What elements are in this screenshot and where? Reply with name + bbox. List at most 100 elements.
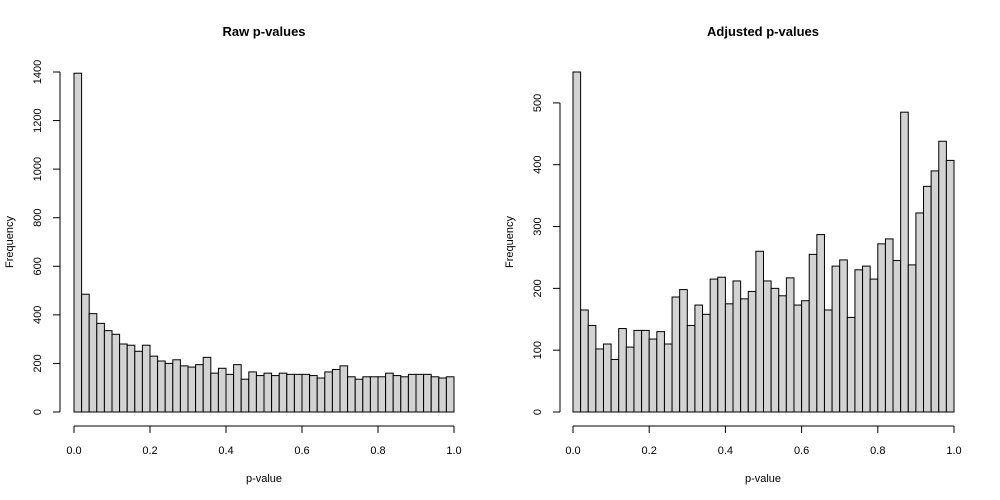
histogram-bar xyxy=(240,378,250,413)
histogram-bar xyxy=(217,367,227,413)
histogram-bar xyxy=(96,322,105,413)
y-tick-label: 800 xyxy=(32,209,44,227)
histogram-bar xyxy=(377,376,387,413)
histogram-bar xyxy=(362,376,371,413)
adjusted-pvalues-panel: Adjusted p-values p-value Frequency 0.0 0… xyxy=(504,24,962,485)
x-tick-label: 1.0 xyxy=(446,445,461,457)
histogram-bar xyxy=(862,265,871,413)
histogram-bar xyxy=(210,372,219,413)
histogram-bar xyxy=(324,371,333,413)
x-tick-label: 0.2 xyxy=(642,445,657,457)
histogram-bar xyxy=(641,329,650,413)
histogram-bar xyxy=(172,359,181,413)
histogram-bar xyxy=(88,313,98,413)
histogram-bar xyxy=(248,371,257,413)
histogram-bar xyxy=(648,338,658,413)
histogram-bar xyxy=(930,170,940,413)
x-tick-label: 0.6 xyxy=(794,445,809,457)
histogram-bar xyxy=(278,372,288,413)
histogram-bar xyxy=(945,159,955,413)
histogram-bar xyxy=(770,287,780,413)
histogram-bar xyxy=(339,365,349,413)
histogram-bar xyxy=(900,111,909,413)
histogram-bar xyxy=(633,329,643,413)
histogram-bar xyxy=(679,289,688,413)
histogram-bar xyxy=(263,372,273,413)
histogram-bar xyxy=(694,304,704,413)
histogram-bar xyxy=(225,373,235,413)
histogram-bar xyxy=(438,377,447,413)
histogram-bar xyxy=(877,243,886,413)
histogram-bar xyxy=(702,313,711,413)
histogram-bar xyxy=(73,72,83,413)
histogram-bar xyxy=(938,140,947,413)
y-tick-label: 400 xyxy=(32,306,44,324)
histogram-bar xyxy=(778,295,787,413)
histogram-bar xyxy=(923,185,932,413)
histogram-bar xyxy=(839,259,848,413)
histogram-bar xyxy=(164,362,174,413)
histogram-bar xyxy=(686,324,696,413)
x-tick-label: 0.8 xyxy=(870,445,885,457)
histogram-bar xyxy=(625,346,635,413)
y-tick-label: 500 xyxy=(532,94,544,112)
y-tick-label: 0 xyxy=(32,409,44,415)
histogram-bar xyxy=(869,278,879,413)
bars-adjusted xyxy=(572,71,955,413)
y-axis-label-adjusted: Frequency xyxy=(504,216,516,268)
histogram-bar xyxy=(187,366,197,413)
histogram-bar xyxy=(580,309,589,413)
histogram-bar xyxy=(301,373,311,413)
histogram-bar xyxy=(732,280,742,413)
x-tick-label: 0.4 xyxy=(718,445,733,457)
y-tick-label: 300 xyxy=(532,217,544,235)
x-tick-label: 1.0 xyxy=(946,445,961,457)
histogram-bar xyxy=(823,309,833,413)
histogram-bar xyxy=(347,376,356,413)
histogram-bar xyxy=(430,376,440,413)
histogram-bar xyxy=(103,330,113,413)
x-axis-adjusted: 0.0 0.2 0.4 0.6 0.8 1.0 xyxy=(565,425,962,457)
histogram-bar xyxy=(740,298,749,413)
histogram-bar xyxy=(656,331,665,413)
histogram-bar xyxy=(747,290,757,413)
y-tick-label: 1200 xyxy=(32,108,44,132)
histogram-bar xyxy=(195,364,204,413)
histogram-bar xyxy=(602,343,612,413)
histogram-bar xyxy=(724,303,734,413)
histogram-bar xyxy=(854,269,864,413)
y-tick-label: 0 xyxy=(532,409,544,415)
histogram-bar xyxy=(663,343,673,413)
histogram-bar xyxy=(816,234,825,413)
histogram-bar xyxy=(149,355,159,413)
histogram-bar xyxy=(892,260,902,413)
histogram-bar xyxy=(157,360,166,413)
raw-pvalues-panel: Raw p-values p-value Frequency 0.0 0.2 0.4… xyxy=(4,24,462,485)
histogram-bar xyxy=(369,376,379,413)
histogram-bar xyxy=(293,373,303,413)
y-axis-adjusted: 0 100 200 300 400 500 xyxy=(532,94,561,415)
bars-raw xyxy=(73,72,455,413)
histogram-bar xyxy=(415,373,425,413)
histogram-bar xyxy=(671,296,681,413)
histogram-bar xyxy=(126,344,136,413)
y-axis-label-raw: Frequency xyxy=(4,216,16,268)
x-axis-raw: 0.0 0.2 0.4 0.6 0.8 1.0 xyxy=(66,425,462,457)
y-tick-label: 1400 xyxy=(32,60,44,84)
x-axis-label-adjusted: p-value xyxy=(745,473,781,485)
histogram-bar xyxy=(801,300,810,413)
histogram-bar xyxy=(595,348,604,413)
chart-title-raw: Raw p-values xyxy=(222,24,305,39)
histogram-bar xyxy=(709,278,719,413)
histogram-bar xyxy=(134,350,143,413)
y-tick-label: 100 xyxy=(532,341,544,359)
histogram-bar xyxy=(309,375,318,413)
histogram-bar xyxy=(907,264,917,413)
histogram-bar xyxy=(808,253,818,413)
histogram-bar xyxy=(81,293,90,413)
x-tick-label: 0.0 xyxy=(565,445,580,457)
x-tick-label: 0.4 xyxy=(218,445,233,457)
histogram-bar xyxy=(271,375,280,413)
histogram-bar xyxy=(286,373,295,413)
